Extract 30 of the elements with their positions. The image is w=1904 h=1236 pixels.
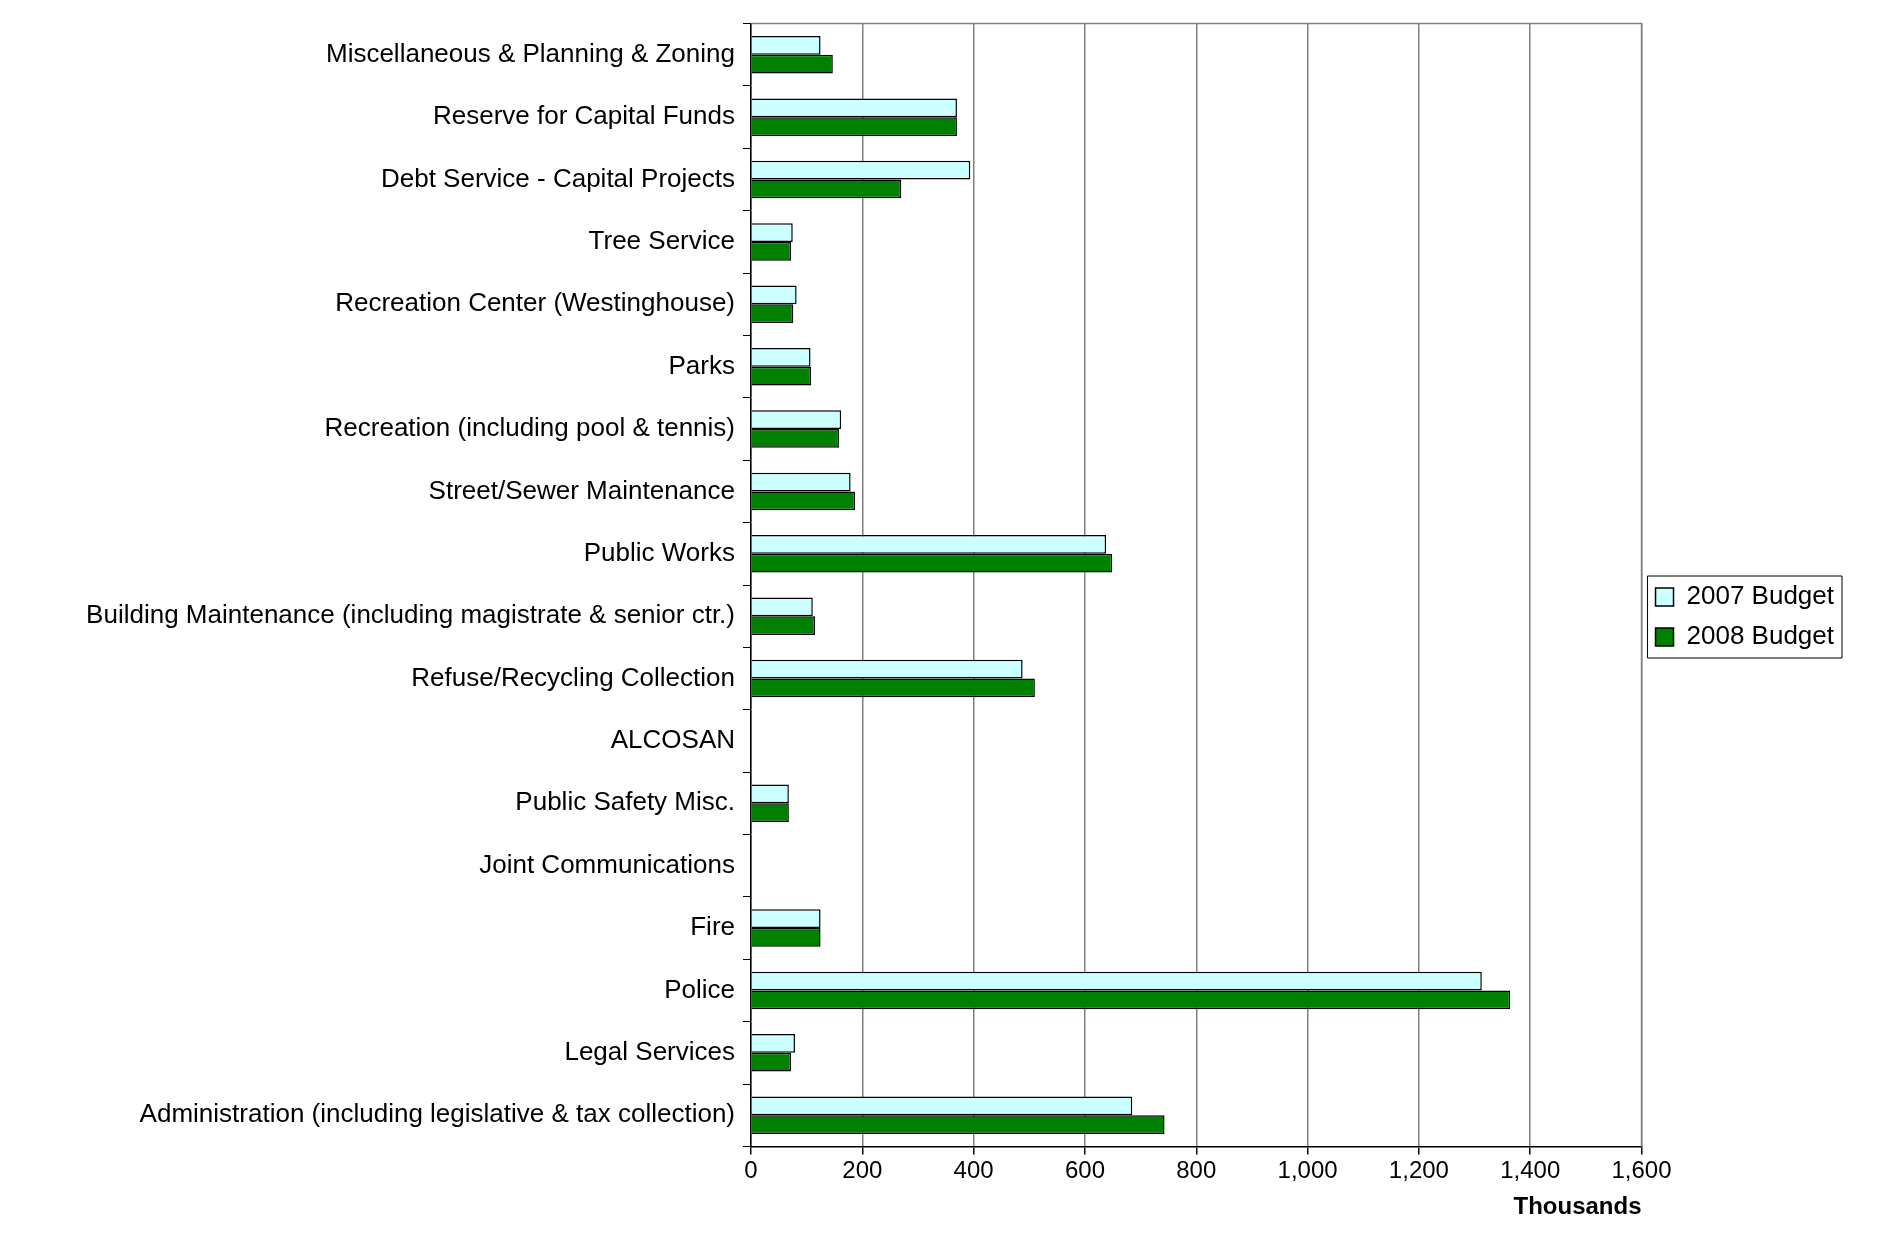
y-tick-label: Refuse/Recycling Collection	[411, 661, 735, 692]
y-tick-label: Building Maintenance (including magistrate & senior ctr.)	[86, 599, 735, 630]
y-tick-label: Public Works	[583, 536, 735, 567]
x-tick-label: 200	[842, 1156, 883, 1184]
y-tick-label: Reserve for Capital Funds	[432, 100, 735, 131]
y-tick-label: Police	[664, 973, 735, 1004]
legend-label: 2008 Budget	[1686, 620, 1835, 651]
y-tick-label: Administration (including legislative & tax collection)	[139, 1098, 735, 1129]
x-tick-label: 800	[1176, 1156, 1217, 1184]
legend-label: 2007 Budget	[1686, 580, 1835, 611]
y-tick-label: Parks	[668, 349, 735, 380]
x-tick-label: 400	[953, 1156, 994, 1184]
y-tick-label: Street/Sewer Maintenance	[428, 474, 735, 505]
y-tick-label: Debt Service - Capital Projects	[380, 162, 735, 193]
y-tick-label: Legal Services	[564, 1036, 735, 1067]
y-tick-label: Public Safety Misc.	[515, 786, 735, 817]
y-tick-label: Joint Communications	[479, 848, 735, 879]
x-tick-label: 1,000	[1277, 1156, 1338, 1184]
y-tick-label: ALCOSAN	[610, 724, 735, 755]
y-tick-label: Fire	[690, 911, 735, 942]
x-tick-label: 1,600	[1611, 1156, 1672, 1184]
y-tick-label: Recreation Center (Westinghouse)	[335, 287, 735, 318]
y-tick-label: Tree Service	[588, 225, 735, 256]
x-axis-title: Thousands	[1513, 1192, 1642, 1220]
y-tick-label: Recreation (including pool & tennis)	[324, 412, 735, 443]
x-tick-label: 1,400	[1500, 1156, 1561, 1184]
x-tick-label: 1,200	[1388, 1156, 1449, 1184]
x-tick-label: 600	[1064, 1156, 1105, 1184]
y-tick-label: Miscellaneous & Planning & Zoning	[325, 37, 735, 68]
x-tick-label: 0	[744, 1156, 758, 1184]
